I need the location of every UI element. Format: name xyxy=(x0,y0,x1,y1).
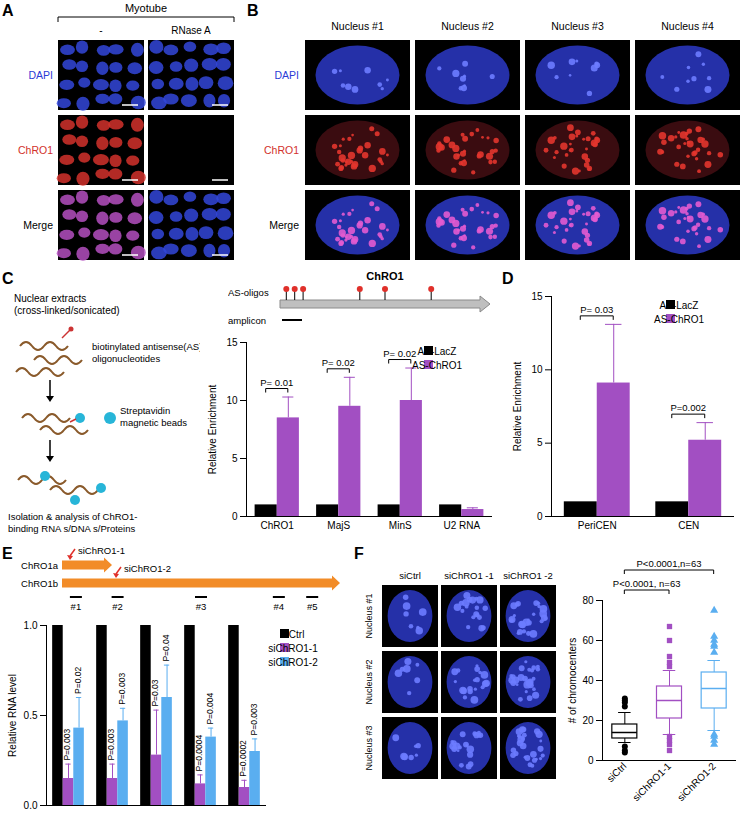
svg-text:Relative RNA level: Relative RNA level xyxy=(7,674,18,757)
svg-text:(cross-linked/sonicated): (cross-linked/sonicated) xyxy=(14,305,120,316)
svg-text:P<0.0001,n=63: P<0.0001,n=63 xyxy=(637,558,702,569)
svg-text:Nucleus #4: Nucleus #4 xyxy=(661,20,714,32)
svg-text:P=0.002: P=0.002 xyxy=(670,402,706,413)
svg-text:Nucleus #1: Nucleus #1 xyxy=(364,593,374,638)
svg-text:15: 15 xyxy=(226,337,238,348)
svg-text:15: 15 xyxy=(531,291,543,302)
svg-text:ChRO1: ChRO1 xyxy=(366,270,403,282)
svg-text:#1: #1 xyxy=(71,601,82,612)
svg-text:CEN: CEN xyxy=(678,520,699,531)
svg-text:DAPI: DAPI xyxy=(28,69,53,81)
svg-text:P=0.003: P=0.003 xyxy=(117,673,127,705)
svg-text:siChRO1-2: siChRO1-2 xyxy=(268,657,318,668)
svg-text:siCtrl: siCtrl xyxy=(605,760,629,784)
svg-text:P= 0.02: P= 0.02 xyxy=(383,348,416,359)
svg-text:PeriCEN: PeriCEN xyxy=(578,520,617,531)
svg-text:U2 RNA: U2 RNA xyxy=(443,520,480,531)
svg-text:P<0.0001, n=63: P<0.0001, n=63 xyxy=(613,578,681,589)
svg-text:Nuclear extracts: Nuclear extracts xyxy=(14,293,86,304)
svg-text:siChRO1-2: siChRO1-2 xyxy=(124,563,171,574)
svg-text:Isolation & analysis of ChRO1-: Isolation & analysis of ChRO1- xyxy=(8,511,137,522)
svg-text:Merge: Merge xyxy=(23,219,53,231)
svg-text:0.0: 0.0 xyxy=(24,800,38,811)
svg-text:P=0.0002: P=0.0002 xyxy=(238,740,248,777)
svg-text:AS-ChRO1: AS-ChRO1 xyxy=(412,360,462,371)
svg-text:P=0.003: P=0.003 xyxy=(106,728,116,760)
svg-text:amplicon: amplicon xyxy=(228,315,266,326)
svg-text:#3: #3 xyxy=(196,601,207,612)
svg-text:60: 60 xyxy=(582,635,594,646)
svg-text:P=0.02: P=0.02 xyxy=(73,667,83,694)
svg-text:P= 0.03: P= 0.03 xyxy=(580,304,613,315)
svg-text:MinS: MinS xyxy=(389,520,412,531)
svg-text:siChRO1-1: siChRO1-1 xyxy=(78,545,125,556)
svg-text:siCtrl: siCtrl xyxy=(282,629,305,640)
svg-text:ChRO1: ChRO1 xyxy=(264,144,299,156)
svg-text:P= 0.02: P= 0.02 xyxy=(322,357,355,368)
svg-text:biotinylated antisense(AS): biotinylated antisense(AS) xyxy=(92,341,202,352)
svg-text:DAPI: DAPI xyxy=(274,69,299,81)
svg-text:Nucleus #3: Nucleus #3 xyxy=(364,725,374,770)
svg-text:# of chromocenters: # of chromocenters xyxy=(567,638,578,724)
svg-text:Nucleus #3: Nucleus #3 xyxy=(551,20,604,32)
svg-text:ChRO1: ChRO1 xyxy=(18,144,53,156)
svg-text:AS-LacZ: AS-LacZ xyxy=(418,346,457,357)
svg-text:binding RNA s/DNA s/Proteins: binding RNA s/DNA s/Proteins xyxy=(8,523,136,534)
svg-text:RNase A: RNase A xyxy=(171,25,211,36)
svg-text:Nucleus #2: Nucleus #2 xyxy=(364,659,374,704)
svg-text:oligonucleotides: oligonucleotides xyxy=(92,353,160,364)
svg-text:1.0: 1.0 xyxy=(24,620,38,631)
svg-text:40: 40 xyxy=(582,675,594,686)
svg-text:siChRO1 -1: siChRO1 -1 xyxy=(444,570,494,581)
svg-text:80: 80 xyxy=(582,595,594,606)
svg-text:P=0.003: P=0.003 xyxy=(249,703,259,735)
svg-text:0: 0 xyxy=(232,511,238,522)
svg-text:P=0.03: P=0.03 xyxy=(150,679,160,706)
svg-text:Merge: Merge xyxy=(269,219,299,231)
svg-text:siChRO1-1: siChRO1-1 xyxy=(630,760,673,803)
svg-text:-: - xyxy=(99,25,102,36)
svg-text:AS-ChRO1: AS-ChRO1 xyxy=(654,314,704,325)
svg-text:AS-oligos: AS-oligos xyxy=(228,287,269,298)
svg-text:0.5: 0.5 xyxy=(24,710,38,721)
svg-text:siChRO1-2: siChRO1-2 xyxy=(675,760,718,803)
svg-text:Nucleus #2: Nucleus #2 xyxy=(441,20,494,32)
svg-text:P=0.0004: P=0.0004 xyxy=(194,734,204,771)
svg-text:siCtrl: siCtrl xyxy=(399,570,421,581)
svg-text:5: 5 xyxy=(232,453,238,464)
svg-text:ChRO1a: ChRO1a xyxy=(21,560,59,571)
svg-text:ChRO1b: ChRO1b xyxy=(21,578,58,589)
svg-text:Myotube: Myotube xyxy=(125,2,167,14)
svg-text:P=0.04: P=0.04 xyxy=(161,634,171,661)
svg-text:0: 0 xyxy=(588,755,594,766)
svg-text:10: 10 xyxy=(531,364,543,375)
svg-text:20: 20 xyxy=(582,715,594,726)
svg-text:B: B xyxy=(247,2,259,19)
svg-text:E: E xyxy=(2,545,13,562)
svg-text:F: F xyxy=(354,545,364,562)
svg-text:AS-LacZ: AS-LacZ xyxy=(660,300,699,311)
svg-text:Relative Enrichment: Relative Enrichment xyxy=(207,385,218,475)
svg-text:10: 10 xyxy=(226,395,238,406)
svg-text:magnetic beads: magnetic beads xyxy=(120,417,187,428)
svg-text:C: C xyxy=(2,270,14,287)
svg-text:P=0.004: P=0.004 xyxy=(205,692,215,724)
svg-text:D: D xyxy=(502,270,514,287)
svg-text:P=0.003: P=0.003 xyxy=(62,728,72,760)
svg-text:siChRO1 -2: siChRO1 -2 xyxy=(503,570,553,581)
svg-text:A: A xyxy=(2,2,14,19)
svg-text:#2: #2 xyxy=(112,601,123,612)
svg-text:#5: #5 xyxy=(307,601,318,612)
svg-text:Streptavidin: Streptavidin xyxy=(120,405,170,416)
svg-text:P= 0.01: P= 0.01 xyxy=(260,377,293,388)
svg-text:ChRO1: ChRO1 xyxy=(261,520,295,531)
svg-text:5: 5 xyxy=(537,437,543,448)
svg-text:MajS: MajS xyxy=(327,520,350,531)
svg-text:siChRO1-1: siChRO1-1 xyxy=(268,643,318,654)
svg-text:Relative Enrichment: Relative Enrichment xyxy=(512,362,523,452)
svg-text:0: 0 xyxy=(537,511,543,522)
svg-text:Nucleus #1: Nucleus #1 xyxy=(331,20,384,32)
svg-text:#4: #4 xyxy=(274,601,285,612)
